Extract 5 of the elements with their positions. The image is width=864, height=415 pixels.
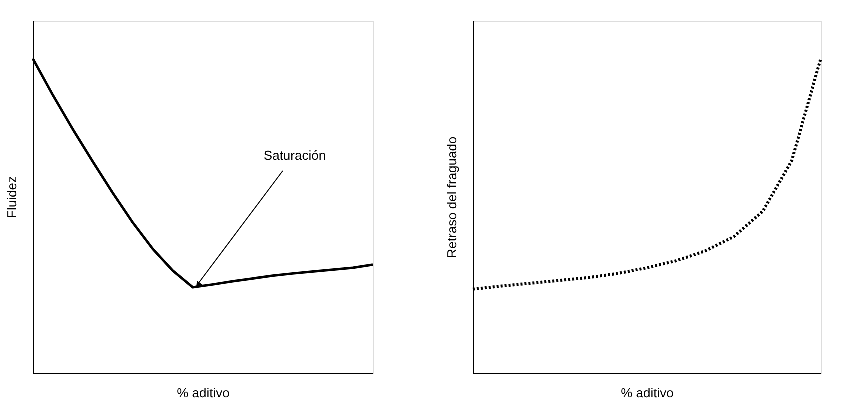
y-axis-title: Retraso del fraguado xyxy=(444,136,460,258)
x-axis-title: % aditivo xyxy=(621,386,674,400)
y-axis-title: Fluidez xyxy=(4,176,20,218)
x-axis-title: % aditivo xyxy=(177,386,230,400)
annotation: Saturación xyxy=(264,148,326,163)
